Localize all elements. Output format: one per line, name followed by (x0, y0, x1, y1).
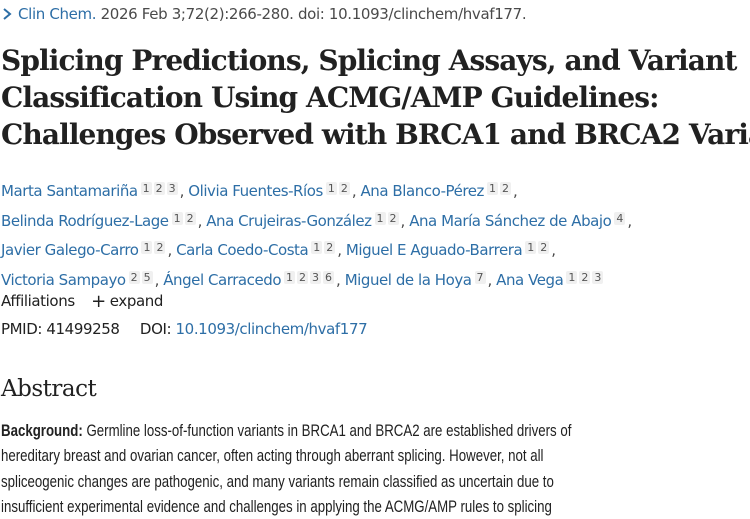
abstract-body: Background: Germline loss-of-function va… (1, 418, 750, 519)
author-link[interactable]: Ana Blanco-Pérez (360, 182, 484, 200)
author-link[interactable]: Ana Crujeiras-González (206, 211, 372, 230)
affil-ref[interactable]: 2 (579, 270, 591, 284)
author: Miguel E Aguado-Barrera 1 2 (346, 241, 551, 259)
author: Victoria Sampayo 2 5 (1, 270, 155, 289)
affil-ref[interactable]: 1 (284, 270, 296, 284)
abstract-line: spliceogenic changes are pathogenic, and… (1, 471, 554, 491)
author: Olivia Fuentes-Ríos 1 2 (188, 182, 352, 200)
affil-ref[interactable]: 1 (486, 182, 498, 195)
affil-ref[interactable]: 3 (592, 270, 604, 284)
doi-label: DOI: (139, 320, 176, 338)
author: Ana María Sánchez de Abajo 4 (409, 211, 627, 230)
pmid-value: 41499258 (46, 320, 120, 338)
affiliation-refs: 4 (614, 205, 627, 231)
author: Carla Coedo-Costa 1 2 (176, 241, 337, 259)
author-list: Marta Santamariña 1 2 3, Olivia Fuentes-Río… (1, 175, 750, 293)
author: Ana Crujeiras-González 1 2 (206, 211, 400, 230)
author: Javier Galego-Carro 1 2 (1, 241, 167, 259)
author-line: Belinda Rodríguez-Lage 1 2, Ana Crujeiras-… (1, 205, 750, 235)
affil-ref[interactable]: 2 (128, 270, 140, 284)
author: Ana Blanco-Pérez 1 2 (360, 182, 512, 200)
affil-ref[interactable]: 2 (499, 182, 511, 195)
affil-ref[interactable]: 1 (325, 182, 337, 195)
author-link[interactable]: Ana Vega (496, 270, 564, 289)
affil-ref[interactable]: 4 (614, 211, 626, 225)
affil-ref[interactable]: 2 (153, 182, 165, 195)
author-link[interactable]: Olivia Fuentes-Ríos (188, 182, 323, 200)
pmid-label: PMID: (1, 320, 47, 338)
affil-ref[interactable]: 1 (311, 241, 323, 254)
citation-details: 2026 Feb 3;72(2):266-280. doi: 10.1093/c… (96, 5, 527, 23)
author-line: Marta Santamariña 1 2 3, Olivia Fuentes-Río… (1, 175, 750, 205)
author-line: Victoria Sampayo 2 5, Ángel Carracedo 1 2 3 6,… (1, 264, 750, 294)
affil-ref[interactable]: 2 (297, 270, 309, 284)
title-line: Challenges Observed with BRCA1 and BRCA2… (1, 118, 750, 151)
affil-ref[interactable]: 5 (141, 270, 153, 284)
affil-ref[interactable]: 6 (323, 270, 335, 284)
affil-ref[interactable]: 3 (310, 270, 322, 284)
author-link[interactable]: Javier Galego-Carro (1, 241, 139, 259)
affil-ref[interactable]: 1 (141, 241, 153, 254)
affil-ref[interactable]: 2 (538, 241, 550, 254)
abstract-heading: Abstract (1, 376, 97, 402)
affil-ref[interactable]: 2 (387, 211, 399, 225)
chevron-right-icon[interactable] (1, 7, 13, 21)
affil-ref[interactable]: 2 (154, 241, 166, 254)
abstract-line: hereditary breast and ovarian cancer, of… (1, 446, 544, 466)
affil-ref[interactable]: 1 (525, 241, 537, 254)
affiliations-label: Affiliations (1, 292, 75, 310)
plus-icon: + (91, 291, 106, 312)
affil-ref[interactable]: 1 (566, 270, 578, 284)
author-line: Javier Galego-Carro 1 2, Carla Coedo-Costa… (1, 234, 750, 264)
author-link[interactable]: Miguel de la Hoya (344, 270, 472, 289)
author-link[interactable]: Carla Coedo-Costa (176, 241, 309, 259)
affiliation-refs: 7 (474, 264, 488, 290)
author-link[interactable]: Belinda Rodríguez-Lage (1, 211, 169, 230)
author: Ángel Carracedo 1 2 3 6 (163, 270, 336, 289)
affil-ref[interactable]: 7 (474, 270, 486, 284)
affil-ref[interactable]: 3 (166, 182, 178, 195)
article-title: Splicing Predictions, Splicing Assays, a… (1, 42, 750, 153)
title-line: Splicing Predictions, Splicing Assays, a… (1, 44, 737, 77)
expand-label: expand (109, 292, 164, 310)
title-line: Classification Using ACMG/AMP Guidelines… (1, 81, 659, 114)
author: Belinda Rodríguez-Lage 1 2 (1, 211, 198, 230)
expand-affiliations-button[interactable]: + expand (91, 291, 164, 312)
affil-ref[interactable]: 1 (140, 182, 152, 195)
affiliations-row: Affiliations + expand (1, 290, 163, 313)
affil-ref[interactable]: 2 (184, 211, 196, 225)
abstract-line: Background: Germline loss-of-function va… (1, 421, 572, 440)
author-link[interactable]: Victoria Sampayo (1, 270, 126, 289)
author-link[interactable]: Ana María Sánchez de Abajo (409, 211, 612, 230)
author: Ana Vega 1 2 3 (496, 270, 605, 289)
journal-link[interactable]: Clin Chem. (18, 5, 97, 23)
author-link[interactable]: Marta Santamariña (1, 182, 138, 200)
doi-link[interactable]: 10.1093/clinchem/hvaf177 (175, 320, 368, 338)
affil-ref[interactable]: 1 (171, 211, 183, 225)
identifiers-row: PMID: 41499258 DOI: 10.1093/clinchem/hva… (1, 318, 368, 340)
citation-line: Clin Chem. 2026 Feb 3;72(2):266-280. doi… (0, 3, 527, 25)
author-link[interactable]: Miguel E Aguado-Barrera (345, 241, 523, 259)
affil-ref[interactable]: 1 (374, 211, 386, 225)
affil-ref[interactable]: 2 (324, 241, 336, 254)
author: Marta Santamariña 1 2 3 (1, 182, 180, 200)
background-label: Background: (1, 421, 83, 440)
affil-ref[interactable]: 2 (338, 182, 350, 195)
abstract-line: insufficient experimental evidence and c… (1, 496, 552, 516)
author: Miguel de la Hoya 7 (344, 270, 488, 289)
author-link[interactable]: Ángel Carracedo (163, 270, 282, 289)
